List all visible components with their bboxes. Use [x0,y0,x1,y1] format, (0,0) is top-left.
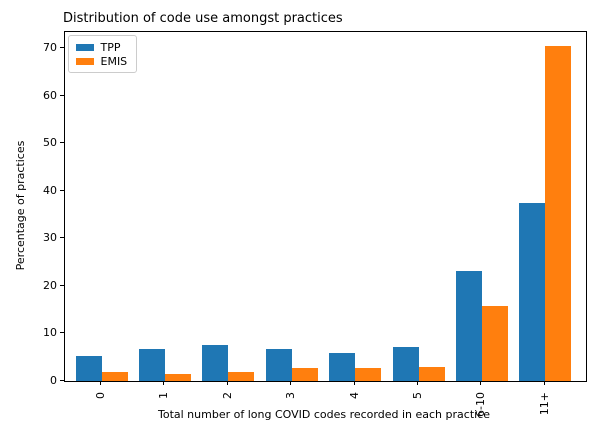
y-tick-label-0: 0 [50,373,57,387]
y-tick-mark-10 [59,332,64,334]
x-tick-mark-0 [100,381,101,385]
y-tick-label-70: 70 [43,41,57,55]
bar-tpp-1 [138,348,165,381]
bar-tpp-0 [75,355,102,381]
bar-emis-0 [101,371,128,381]
x-tick-mark-5 [417,381,418,385]
y-tick-mark-40 [59,189,64,191]
legend: TPP EMIS [67,35,138,73]
bar-emis-11+ [545,46,572,381]
y-tick-label-60: 60 [43,88,57,102]
y-tick-mark-0 [59,379,64,381]
bar-tpp-3 [265,348,292,381]
emis-color-swatch [75,57,94,65]
y-tick-mark-20 [59,284,64,286]
bar-tpp-2 [202,345,229,381]
legend-label-emis: EMIS [100,54,128,68]
bar-emis-1 [164,374,191,381]
bar-emis-5 [418,366,445,381]
y-tick-label-10: 10 [43,326,57,340]
bar-emis-3 [291,367,318,381]
plot-area: TPP EMIS [63,31,587,382]
x-tick-mark-6-10 [480,381,482,385]
bar-emis-6-10 [481,305,508,381]
bar-emis-4 [355,367,382,381]
y-tick-mark-70 [59,47,64,49]
y-tick-label-20: 20 [43,278,57,292]
x-tick-mark-1 [163,381,165,385]
bar-tpp-11+ [519,202,546,381]
y-tick-mark-50 [59,142,64,144]
x-axis-label: Total number of long COVID codes recorde… [158,408,490,421]
x-tick-mark-4 [353,381,355,385]
y-tick-mark-30 [59,237,64,239]
x-tick-mark-2 [226,381,228,385]
bar-tpp-6-10 [455,270,482,381]
x-tick-mark-3 [290,381,292,385]
y-tick-label-40: 40 [43,183,57,197]
y-tick-label-30: 30 [43,231,57,245]
bar-tpp-4 [329,353,356,381]
y-tick-mark-60 [59,94,64,96]
chart-title: Distribution of code use amongst practic… [63,11,343,26]
tpp-color-swatch [75,43,94,51]
bar-emis-2 [228,371,255,381]
bar-tpp-5 [392,347,419,381]
y-tick-label-50: 50 [43,136,57,150]
legend-item-emis: EMIS [75,54,128,68]
x-tick-mark-11+ [543,381,545,385]
legend-item-tpp: TPP [75,40,128,54]
legend-label-tpp: TPP [100,40,121,54]
